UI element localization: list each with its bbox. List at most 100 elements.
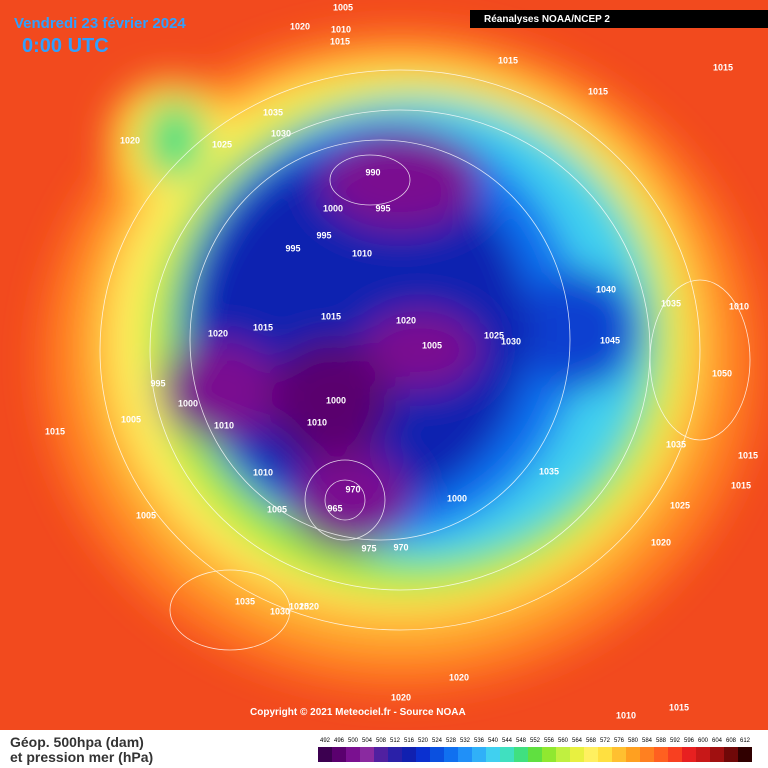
scale-cell	[500, 747, 514, 762]
isobar-label: 975	[361, 543, 376, 553]
isobar-lines	[99, 69, 751, 651]
scale-label: 600	[698, 738, 709, 744]
isobar-label: 1010	[331, 24, 351, 34]
scale-label: 608	[726, 738, 737, 744]
isobar-label: 970	[345, 484, 360, 494]
isobar-label: 1010	[352, 248, 372, 258]
scale-cell	[514, 747, 528, 762]
scale-cell	[724, 747, 738, 762]
isobar-label: 970	[393, 542, 408, 552]
isobar-label: 1040	[596, 284, 616, 294]
scale-cell	[318, 747, 332, 762]
isobar-label: 1030	[270, 606, 290, 616]
isobar-label: 1005	[121, 414, 141, 424]
scale-label: 580	[628, 738, 639, 744]
isobar-label: 1020	[208, 328, 228, 338]
scale-label: 588	[656, 738, 667, 744]
isobar-label: 1035	[235, 596, 255, 606]
isobar-label: 1010	[616, 710, 636, 720]
scale-label: 572	[600, 738, 611, 744]
isobar-label: 1025	[289, 601, 309, 611]
isobar-label: 1035	[539, 466, 559, 476]
scale-cell	[332, 747, 346, 762]
scale-label: 512	[390, 738, 401, 744]
isobar-label: 1015	[321, 311, 341, 321]
isobar-label: 1020	[651, 537, 671, 547]
scale-cell	[458, 747, 472, 762]
isobar-label: 1010	[729, 301, 749, 311]
scale-label: 560	[558, 738, 569, 744]
time-text: 0:00 UTC	[22, 35, 109, 57]
isobar-label: 1020	[120, 135, 140, 145]
scale-cell	[542, 747, 556, 762]
scale-label: 520	[418, 738, 429, 744]
scale-label: 584	[642, 738, 653, 744]
isobar-label: 1025	[670, 500, 690, 510]
scale-cell	[388, 747, 402, 762]
copyright-text: Copyright © 2021 Meteociel.fr - Source N…	[250, 707, 466, 718]
scale-label: 564	[572, 738, 583, 744]
scale-cell	[416, 747, 430, 762]
source-text: Réanalyses NOAA/NCEP 2	[484, 14, 610, 25]
scale-label: 548	[516, 738, 527, 744]
date-text: Vendredi 23 février 2024	[14, 15, 186, 32]
scale-label: 576	[614, 738, 625, 744]
scale-label: 552	[530, 738, 541, 744]
scale-label: 532	[460, 738, 471, 744]
isobar-label: 1020	[449, 672, 469, 682]
scale-cell	[556, 747, 570, 762]
legend-title: Géop. 500hpa (dam)	[10, 734, 144, 750]
isobar-label: 1005	[422, 340, 442, 350]
color-scale: 492 496 500 504 508 512 516 520 524 528 532 536 540 5…	[318, 738, 752, 762]
scale-cell	[472, 747, 486, 762]
isobar-label: 995	[375, 203, 390, 213]
isobar-label: 1015	[738, 450, 758, 460]
isobar-label: 1015	[498, 55, 518, 65]
scale-cell	[374, 747, 388, 762]
scale-cell	[570, 747, 584, 762]
scale-cell	[598, 747, 612, 762]
scale-cell	[626, 747, 640, 762]
scale-label: 544	[502, 738, 513, 744]
isobar-label: 1015	[669, 702, 689, 712]
scale-label: 592	[670, 738, 681, 744]
scale-label: 492	[320, 738, 331, 744]
scale-cell	[528, 747, 542, 762]
isobar-label: 1005	[267, 504, 287, 514]
scale-cell	[612, 747, 626, 762]
source-banner	[470, 10, 768, 28]
scale-label: 500	[348, 738, 359, 744]
isobar-label: 1045	[600, 335, 620, 345]
scale-label: 528	[446, 738, 457, 744]
isobar-label: 1025	[212, 139, 232, 149]
isobar-label: 1020	[290, 21, 310, 31]
isobar-label: 1010	[253, 467, 273, 477]
scale-cell	[682, 747, 696, 762]
isobar-label: 1025	[484, 330, 504, 340]
scale-label: 504	[362, 738, 373, 744]
isobar-label: 1010	[214, 420, 234, 430]
scale-label: 568	[586, 738, 597, 744]
isobar-label: 1000	[326, 395, 346, 405]
isobar-label: 1020	[391, 692, 411, 702]
isobar-label: 1000	[447, 493, 467, 503]
scale-label: 596	[684, 738, 695, 744]
isobar-label: 1015	[713, 62, 733, 72]
isobar-label: 1005	[333, 2, 353, 12]
isobar-label: 990	[365, 167, 380, 177]
scale-cell	[486, 747, 500, 762]
scale-label: 612	[740, 738, 751, 744]
isobar-label: 1030	[271, 128, 291, 138]
scale-cell	[640, 747, 654, 762]
isobar-label: 1015	[731, 480, 751, 490]
isobar-label: 1020	[299, 601, 319, 611]
scale-cell	[444, 747, 458, 762]
isobar-label: 1015	[330, 36, 350, 46]
isobar-label: 1000	[178, 398, 198, 408]
scale-cell	[696, 747, 710, 762]
isobar-labels: 1005 1020 1010 1015 1015 1015 1015 1035 1030 1020…	[45, 2, 758, 720]
scale-label: 536	[474, 738, 485, 744]
isobar-label: 1015	[45, 426, 65, 436]
geopotential-field	[40, 30, 760, 690]
isobar-label: 1015	[588, 86, 608, 96]
